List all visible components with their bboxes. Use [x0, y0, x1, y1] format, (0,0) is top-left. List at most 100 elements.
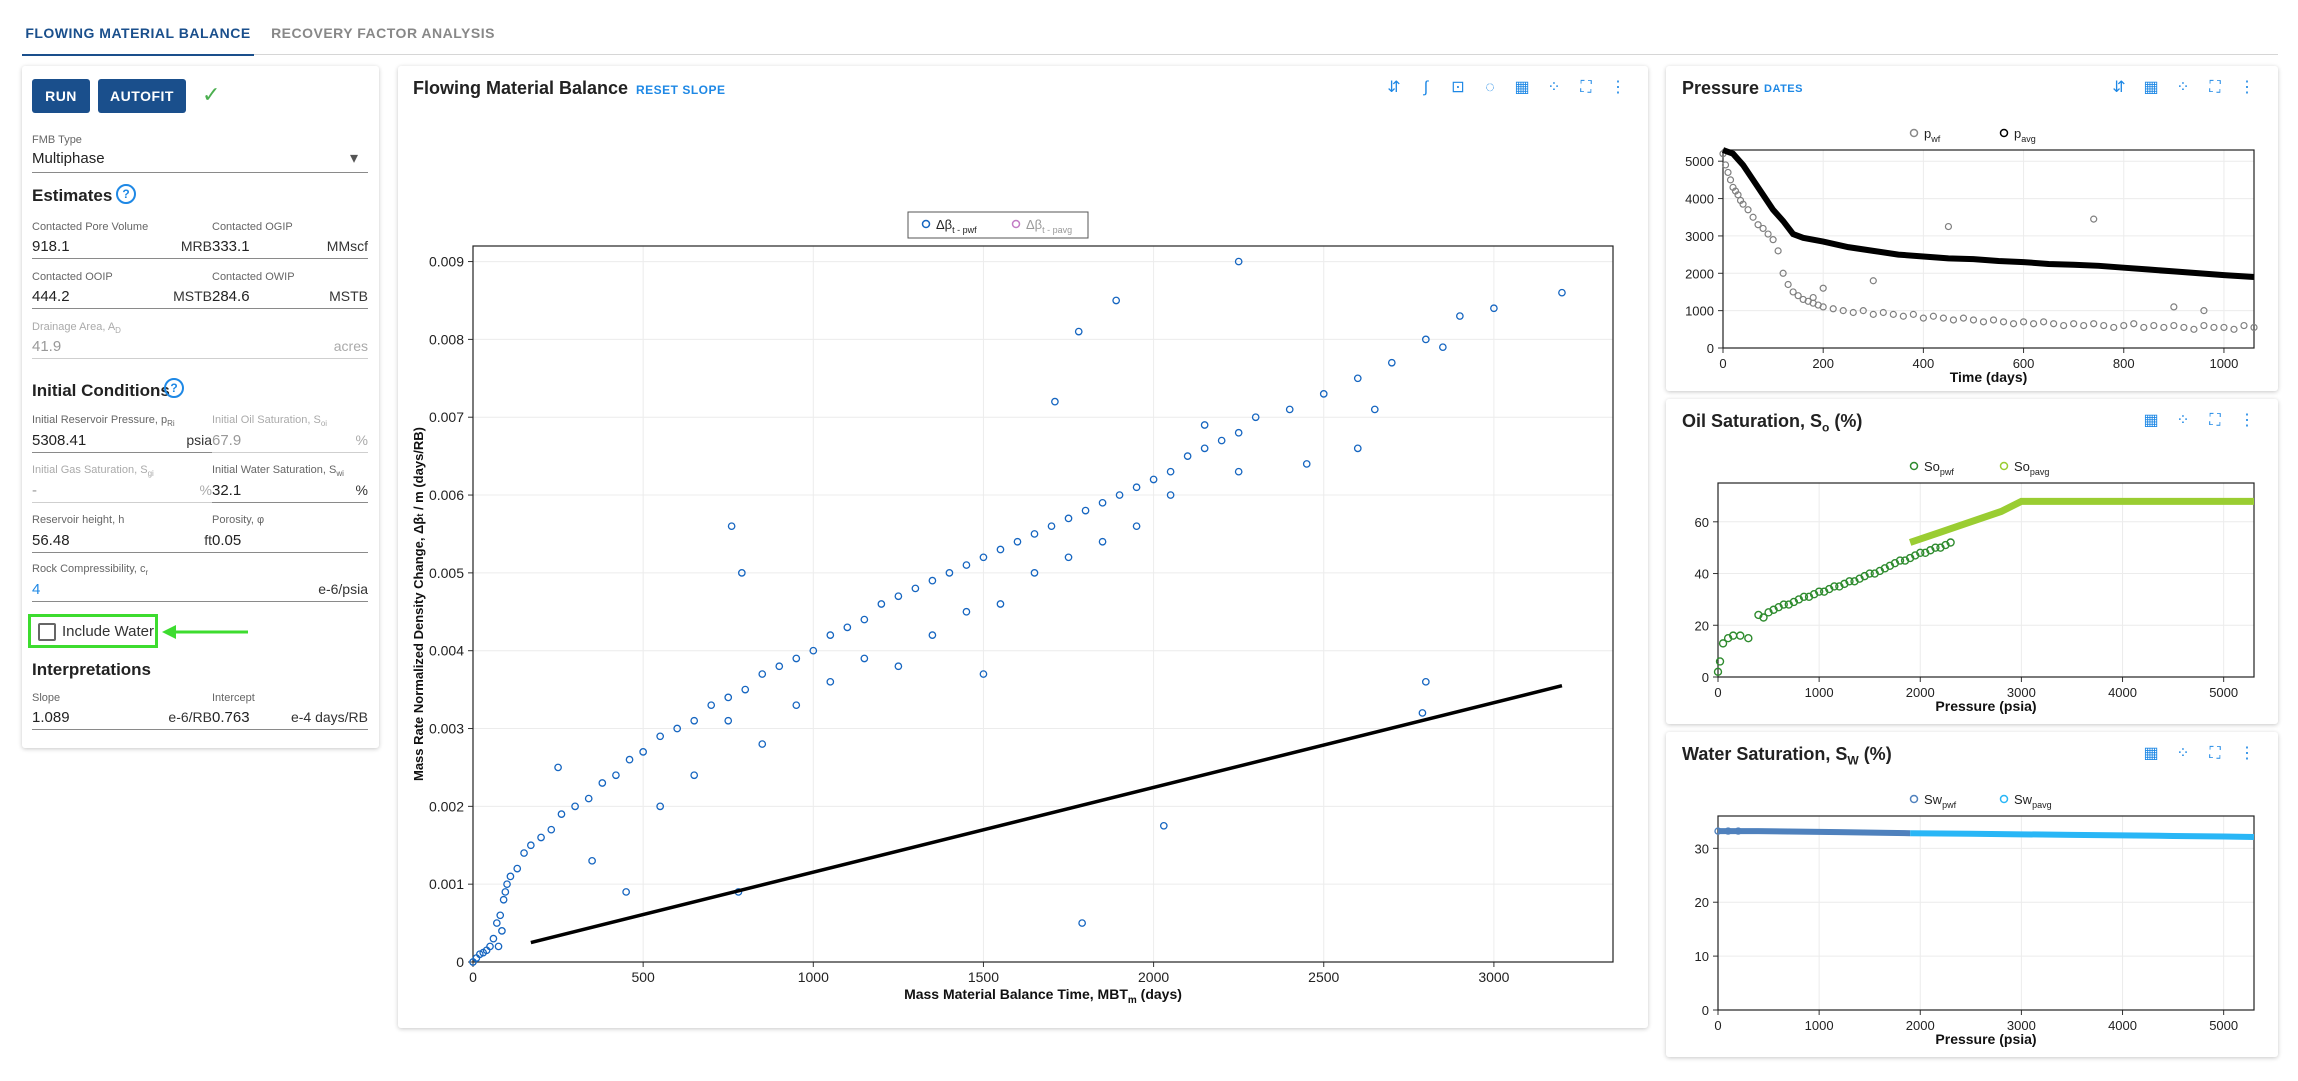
pwf-data-point [1819, 284, 1827, 292]
pwf-data-point [1889, 310, 1897, 318]
table-icon[interactable]: ▦ [1514, 79, 1530, 96]
legend-marker-b [1011, 219, 1021, 229]
fmb-data-point [584, 794, 593, 803]
table-icon[interactable]: ▦ [2143, 412, 2159, 429]
integral-icon[interactable]: ∫ [1423, 79, 1429, 96]
autofit-button[interactable]: AUTOFIT [98, 79, 186, 113]
pwf-data-point [1859, 307, 1867, 315]
pwf-data-point [1829, 305, 1837, 313]
pwf-data-point [1724, 168, 1732, 177]
select-points-icon[interactable]: ⇵ [1387, 79, 1401, 96]
autoscale-icon[interactable]: ⁘ [2176, 745, 2190, 762]
arrow-annotation [162, 625, 248, 639]
fmb-data-point [1166, 491, 1175, 499]
fmb-data-point [962, 561, 971, 569]
autoscale-icon[interactable]: ⁘ [1547, 79, 1561, 96]
pwf-data-point [1839, 307, 1847, 315]
fullscreen-icon[interactable]: ⛶ [2209, 745, 2221, 762]
rock-compressibility-input[interactable]: 4 [32, 581, 41, 598]
tab-flowing-material-balance[interactable]: FLOWING MATERIAL BALANCE [22, 4, 254, 56]
pwf-data-point [1779, 269, 1787, 277]
run-button[interactable]: RUN [32, 79, 90, 113]
more-icon[interactable]: ⋮ [2239, 79, 2255, 96]
pwf-data-point [1819, 303, 1827, 311]
fmb-data-point [1166, 467, 1175, 476]
dates-toggle[interactable]: DATES [1764, 83, 1803, 95]
unlock-icon[interactable]: ⊡ [1451, 79, 1465, 96]
fullscreen-icon[interactable]: ⛶ [1580, 79, 1592, 96]
pwf-data-point [2009, 320, 2018, 328]
pwf-data-point [1969, 316, 1978, 324]
sw-pwf-line [1718, 828, 1911, 837]
slope-label: Slope [32, 692, 61, 704]
table-icon[interactable]: ▦ [2143, 79, 2159, 96]
fmb-data-point [1074, 327, 1083, 336]
fmb-data-point [1081, 506, 1090, 515]
initial-pressure-input[interactable]: 5308.41 [32, 432, 87, 449]
reset-slope-button[interactable]: RESET SLOPE [636, 83, 726, 97]
water-saturation-chart[interactable]: 0 1000 2000 3000 4000 5000 0 10 20 30 Swpwf Swpavg P… [1666, 782, 2278, 1057]
pwf-data-point [2070, 320, 2078, 328]
fmb-chart[interactable]: 0 500 1000 1500 2000 2500 3000 0 0.001 0.002 0.003… [398, 126, 1648, 1026]
help-icon[interactable]: ? [164, 378, 184, 398]
help-icon[interactable]: ? [116, 184, 136, 204]
ogip-label: Contacted OGIP [212, 221, 293, 233]
tab-recovery-factor-analysis[interactable]: RECOVERY FACTOR ANALYSIS [271, 25, 495, 41]
initial-water-sat-input[interactable]: 32.1 [212, 482, 242, 499]
fmb-data-point [741, 685, 750, 694]
pwf-data-point [2220, 323, 2228, 332]
fmb-data-point [1112, 296, 1121, 305]
include-water-label[interactable]: Include Water [62, 623, 154, 640]
fmb-data-point [571, 802, 579, 811]
fmb-data-point [1078, 919, 1086, 927]
autoscale-icon[interactable]: ⁘ [2176, 79, 2190, 96]
pwf-data-point [2190, 325, 2198, 333]
fmb-data-point [1490, 304, 1498, 313]
more-icon[interactable]: ⋮ [2239, 412, 2255, 429]
fmb-data-point [727, 522, 736, 531]
fmb-data-point [656, 802, 665, 811]
table-icon[interactable]: ▦ [2143, 745, 2159, 762]
pwf-data-point [1949, 316, 1958, 324]
y-tick-label: 4000 [1685, 192, 1714, 207]
fullscreen-icon[interactable]: ⛶ [2209, 412, 2221, 429]
oil-saturation-chart[interactable]: 0 1000 2000 3000 4000 5000 0 20 40 60 Sopwf Sopavg P… [1666, 449, 2278, 724]
select-points-icon[interactable]: ⇵ [2112, 79, 2126, 96]
more-icon[interactable]: ⋮ [1610, 79, 1626, 96]
lasso-icon[interactable]: ◌ [1485, 79, 1495, 96]
chevron-down-icon[interactable]: ▾ [350, 150, 359, 167]
ogip-value: 333.1 [212, 238, 250, 255]
control-panel: RUN AUTOFIT ✓ FMB Type Multiphase ▾ Esti… [22, 66, 379, 748]
initial-pressure-unit: psia [186, 432, 212, 448]
fmb-data-point [737, 569, 746, 577]
pwf-data-point [2090, 320, 2098, 328]
x-tick-label: 3000 [2007, 685, 2036, 700]
fmb-data-point [513, 864, 522, 873]
fmb-data-point [1098, 498, 1107, 507]
more-icon[interactable]: ⋮ [2239, 745, 2255, 762]
slope-value: 1.089 [32, 709, 70, 726]
pressure-chart[interactable]: 0 200 400 600 800 1000 0 1000 2000 3000 4000 5000 pw… [1666, 116, 2278, 391]
reservoir-height-input[interactable]: 56.48 [32, 532, 70, 549]
include-water-checkbox[interactable] [38, 623, 56, 641]
fmb-data-point [1030, 569, 1039, 577]
sw-pwf-data-point [1724, 827, 1732, 835]
porosity-input[interactable]: 0.05 [212, 532, 242, 549]
fullscreen-icon[interactable]: ⛶ [2209, 79, 2221, 96]
fmb-data-point [1251, 413, 1260, 422]
rock-compressibility-unit: e-6/psia [318, 581, 368, 597]
fmb-type-label: FMB Type [32, 134, 82, 146]
autoscale-icon[interactable]: ⁘ [2176, 412, 2190, 429]
pore-volume-unit: MRB [180, 238, 212, 254]
include-water-highlight [28, 614, 158, 648]
fmb-data-point [1353, 444, 1362, 453]
y-tick-label: 0.002 [429, 798, 464, 814]
pwf-data-point [2200, 321, 2208, 330]
y-tick-label: 10 [1695, 949, 1709, 964]
pwf-data-point [2080, 321, 2088, 330]
initial-conditions-heading: Initial Conditions [32, 381, 170, 400]
fmb-type-select[interactable]: Multiphase [32, 150, 105, 167]
fmb-data-point [877, 600, 886, 608]
pwf-data-point [1919, 314, 1927, 322]
x-tick-label: 0 [1714, 1018, 1721, 1033]
